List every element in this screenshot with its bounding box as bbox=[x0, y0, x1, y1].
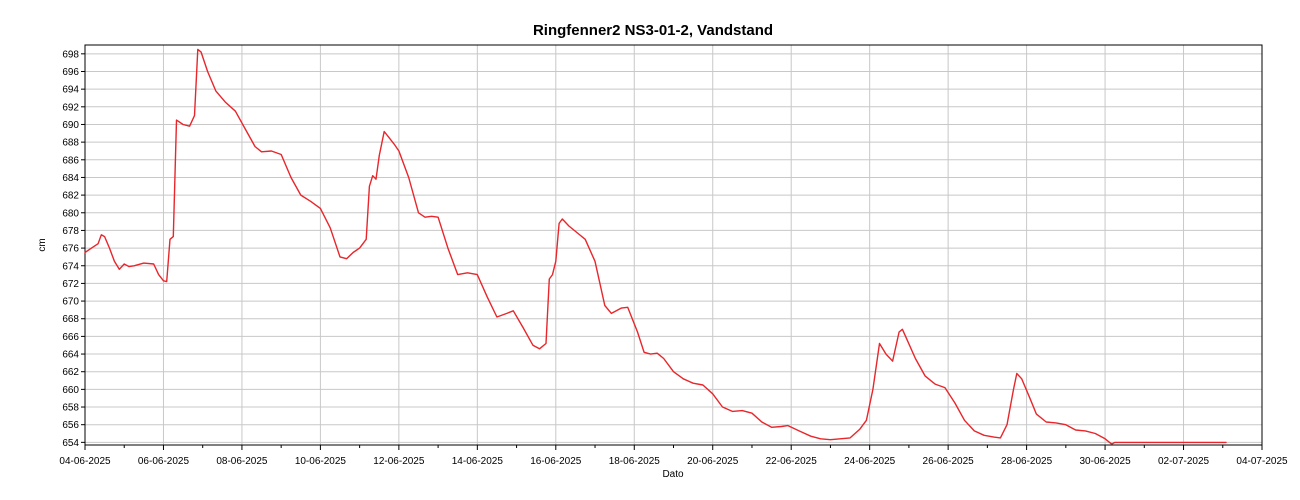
y-tick-labels: 654 656 658 660 662 664 666 668 670 672 674 676 678 6… bbox=[62, 49, 79, 449]
chart-title: Ringfenner2 NS3-01-2, Vandstand bbox=[533, 22, 773, 39]
x-tick-label: 18-06-2025 bbox=[609, 456, 661, 467]
y-tick-label: 678 bbox=[62, 226, 79, 237]
x-tick-label: 30-06-2025 bbox=[1079, 456, 1131, 467]
x-tick-label: 04-06-2025 bbox=[59, 456, 111, 467]
y-tick-label: 656 bbox=[62, 420, 79, 431]
x-tick-label: 10-06-2025 bbox=[295, 456, 347, 467]
x-tick-label: 12-06-2025 bbox=[373, 456, 425, 467]
y-tick-label: 680 bbox=[62, 208, 79, 219]
x-tick-label: 08-06-2025 bbox=[216, 456, 268, 467]
y-tick-label: 696 bbox=[62, 67, 79, 78]
plot-area-frame bbox=[84, 44, 1263, 446]
y-tick-label: 658 bbox=[62, 403, 79, 414]
y-tick-label: 670 bbox=[62, 297, 79, 308]
y-tick-label: 674 bbox=[62, 261, 79, 272]
y-tick-label: 690 bbox=[62, 120, 79, 131]
x-tick-label: 28-06-2025 bbox=[1001, 456, 1053, 467]
x-tick-label: 26-06-2025 bbox=[923, 456, 975, 467]
x-tick-label: 14-06-2025 bbox=[452, 456, 504, 467]
x-tick-label: 02-07-2025 bbox=[1158, 456, 1210, 467]
axis-ticks bbox=[81, 53, 1263, 450]
x-tick-label: 16-06-2025 bbox=[530, 456, 582, 467]
x-axis-label: Dato bbox=[662, 469, 684, 480]
y-tick-label: 686 bbox=[62, 155, 79, 166]
y-tick-label: 654 bbox=[62, 438, 79, 449]
series-line-water-level bbox=[84, 48, 1227, 445]
y-tick-label: 688 bbox=[62, 138, 79, 149]
y-tick-label: 682 bbox=[62, 191, 79, 202]
y-tick-label: 662 bbox=[62, 367, 79, 378]
x-tick-label: 20-06-2025 bbox=[687, 456, 739, 467]
y-tick-label: 666 bbox=[62, 332, 79, 343]
grid-lines bbox=[85, 45, 1262, 445]
x-tick-label: 06-06-2025 bbox=[138, 456, 190, 467]
y-tick-label: 660 bbox=[62, 385, 79, 396]
y-axis-label: cm bbox=[37, 238, 48, 251]
x-tick-label: 24-06-2025 bbox=[844, 456, 896, 467]
x-tick-label: 22-06-2025 bbox=[766, 456, 818, 467]
y-tick-label: 684 bbox=[62, 173, 79, 184]
y-tick-label: 668 bbox=[62, 314, 79, 325]
y-tick-label: 676 bbox=[62, 244, 79, 255]
y-tick-label: 698 bbox=[62, 49, 79, 60]
y-tick-label: 692 bbox=[62, 102, 79, 113]
y-tick-label: 694 bbox=[62, 85, 79, 96]
x-tick-labels: 04-06-2025 06-06-2025 08-06-2025 10-06-2025… bbox=[59, 456, 1288, 467]
x-tick-label: 04-07-2025 bbox=[1236, 456, 1288, 467]
y-tick-label: 672 bbox=[62, 279, 79, 290]
y-tick-label: 664 bbox=[62, 350, 79, 361]
series-layer bbox=[84, 48, 1227, 445]
